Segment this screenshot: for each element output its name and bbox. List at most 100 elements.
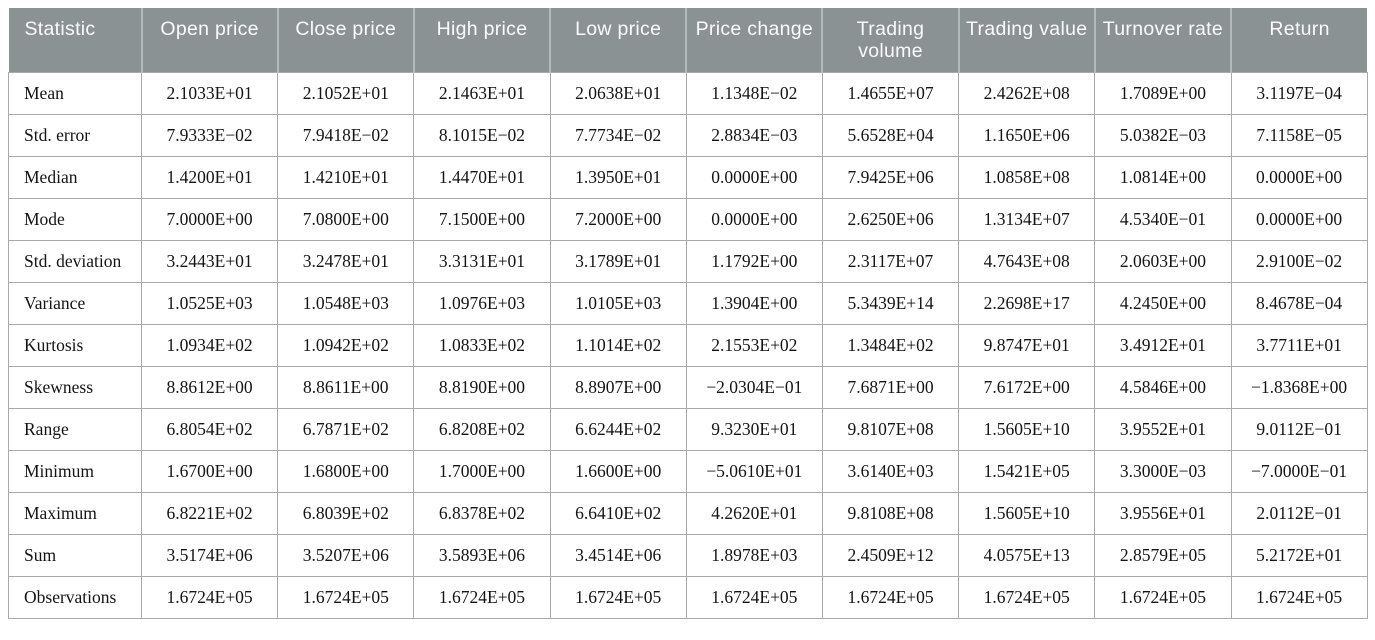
value-cell: 1.8978E+03 [685,534,823,577]
value-cell: 1.4470E+01 [413,156,551,199]
value-cell: 2.9100E−02 [1230,240,1368,283]
value-cell: 5.3439E+14 [821,282,960,325]
table-body: Mean 2.1033E+01 2.1052E+01 2.1463E+01 2.063… [8,72,1368,619]
table-row: Skewness 8.8612E+00 8.8611E+00 8.8190E+00 8… [8,366,1368,409]
table-row: Range 6.8054E+02 6.7871E+02 6.8208E+02 6.62… [8,408,1368,451]
value-cell: 2.4509E+12 [821,534,960,577]
value-cell: 6.8039E+02 [277,492,415,535]
value-cell: 1.1792E+00 [685,240,823,283]
value-cell: 4.5340E−01 [1094,198,1232,241]
value-cell: 7.7734E−02 [549,114,687,157]
value-cell: 1.0942E+02 [277,324,415,367]
value-cell: 1.6724E+05 [277,576,415,619]
value-cell: 1.0833E+02 [413,324,551,367]
value-cell: 3.6140E+03 [821,450,960,493]
value-cell: 5.6528E+04 [821,114,960,157]
value-cell: 3.1197E−04 [1230,72,1368,115]
value-cell: 3.7711E+01 [1230,324,1368,367]
value-cell: 1.4210E+01 [277,156,415,199]
value-cell: 4.2450E+00 [1094,282,1232,325]
value-cell: 1.5605E+10 [958,408,1096,451]
value-cell: 8.8907E+00 [549,366,687,409]
value-cell: 1.6700E+00 [140,450,279,493]
value-cell: 1.0934E+02 [140,324,279,367]
value-cell: 9.8107E+08 [821,408,960,451]
value-cell: 6.8054E+02 [140,408,279,451]
value-cell: 0.0000E+00 [1230,156,1368,199]
value-cell: 1.4655E+07 [821,72,960,115]
value-cell: 7.1500E+00 [413,198,551,241]
header-row: Statistic Open price Close price High price… [8,8,1368,73]
row-label: Std. deviation [8,240,142,283]
column-header-5: Price change [685,8,823,73]
value-cell: 3.2443E+01 [140,240,279,283]
value-cell: 1.1348E−02 [685,72,823,115]
column-header-9: Return [1229,8,1368,73]
column-header-3: High price [412,8,551,73]
row-label: Variance [8,282,142,325]
table-header: Statistic Open price Close price High price… [8,8,1368,73]
value-cell: 0.0000E+00 [1230,198,1368,241]
value-cell: 1.3904E+00 [685,282,823,325]
value-cell: 5.2172E+01 [1230,534,1368,577]
row-label: Maximum [8,492,142,535]
table-row: Observations 1.6724E+05 1.6724E+05 1.6724E… [8,576,1368,619]
value-cell: 1.0858E+08 [958,156,1096,199]
value-cell: 4.0575E+13 [958,534,1096,577]
value-cell: 1.6724E+05 [685,576,823,619]
value-cell: 1.6724E+05 [958,576,1096,619]
table-figure: Statistic Open price Close price High price… [8,8,1368,619]
value-cell: 2.3117E+07 [821,240,960,283]
table-row: Std. error 7.9333E−02 7.9418E−02 8.1015E−0… [8,114,1368,157]
value-cell: 1.6800E+00 [277,450,415,493]
value-cell: 4.2620E+01 [685,492,823,535]
value-cell: 1.5421E+05 [958,450,1096,493]
value-cell: 3.5893E+06 [413,534,551,577]
value-cell: 2.8834E−03 [685,114,823,157]
value-cell: 8.8611E+00 [277,366,415,409]
row-label: Median [8,156,142,199]
value-cell: 1.3134E+07 [958,198,1096,241]
value-cell: 1.7089E+00 [1094,72,1232,115]
value-cell: 2.8579E+05 [1094,534,1232,577]
value-cell: 1.6724E+05 [1230,576,1368,619]
value-cell: 3.2478E+01 [277,240,415,283]
value-cell: 3.3000E−03 [1094,450,1232,493]
value-cell: 6.8378E+02 [413,492,551,535]
value-cell: 7.0000E+00 [140,198,279,241]
table-row: Maximum 6.8221E+02 6.8039E+02 6.8378E+02 6.… [8,492,1368,535]
value-cell: 3.4514E+06 [549,534,687,577]
value-cell: 2.1052E+01 [277,72,415,115]
value-cell: 1.5605E+10 [958,492,1096,535]
value-cell: 2.2698E+17 [958,282,1096,325]
table-row: Median 1.4200E+01 1.4210E+01 1.4470E+01 1.3… [8,156,1368,199]
value-cell: 7.9333E−02 [140,114,279,157]
table-row: Mean 2.1033E+01 2.1052E+01 2.1463E+01 2.063… [8,72,1368,115]
value-cell: 6.8221E+02 [140,492,279,535]
value-cell: 7.9425E+06 [821,156,960,199]
value-cell: 7.6871E+00 [821,366,960,409]
value-cell: 9.8747E+01 [958,324,1096,367]
value-cell: 1.0976E+03 [413,282,551,325]
table-row: Variance 1.0525E+03 1.0548E+03 1.0976E+03 1… [8,282,1368,325]
value-cell: 3.1789E+01 [549,240,687,283]
value-cell: −7.0000E−01 [1230,450,1368,493]
table-row: Mode 7.0000E+00 7.0800E+00 7.1500E+00 7.200… [8,198,1368,241]
value-cell: 0.0000E+00 [685,156,823,199]
table-row: Sum 3.5174E+06 3.5207E+06 3.5893E+06 3.4514… [8,534,1368,577]
value-cell: 9.3230E+01 [685,408,823,451]
value-cell: 2.4262E+08 [958,72,1096,115]
value-cell: 6.7871E+02 [277,408,415,451]
value-cell: 1.0814E+00 [1094,156,1232,199]
value-cell: 8.1015E−02 [413,114,551,157]
value-cell: 1.6724E+05 [413,576,551,619]
column-header-4: Low price [549,8,687,73]
value-cell: 1.0525E+03 [140,282,279,325]
value-cell: 1.3484E+02 [821,324,960,367]
column-header-2: Close price [276,8,414,73]
table-row: Std. deviation 3.2443E+01 3.2478E+01 3.313… [8,240,1368,283]
row-label: Observations [8,576,142,619]
row-label: Kurtosis [8,324,142,367]
value-cell: 1.6724E+05 [140,576,279,619]
value-cell: 2.1553E+02 [685,324,823,367]
